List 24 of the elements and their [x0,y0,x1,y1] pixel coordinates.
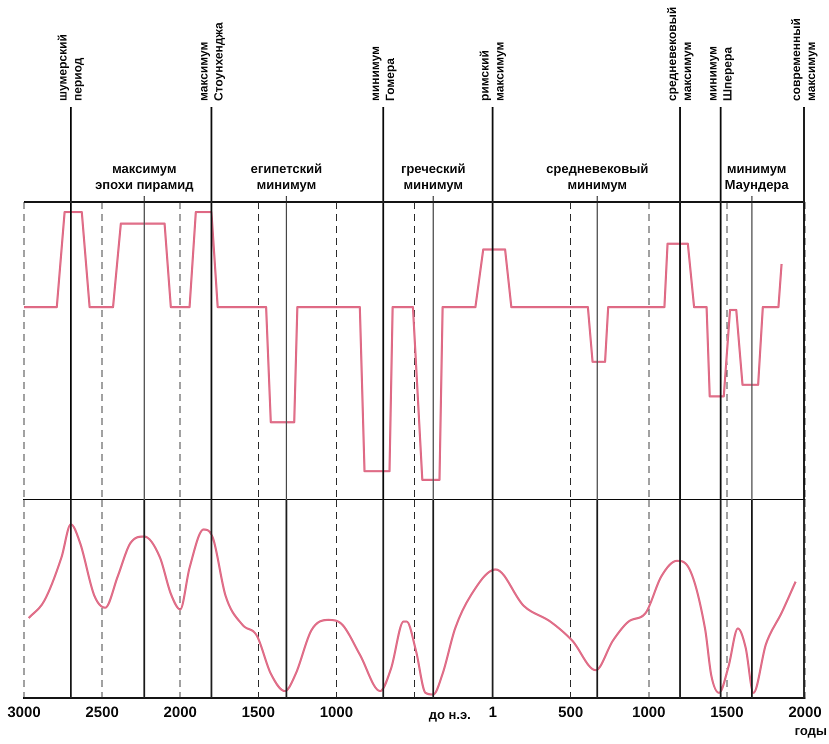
ref-line-label: греческий минимум [400,161,466,192]
x-tick-label: 2000 [788,704,822,722]
x-tick-label: 2500 [85,704,119,722]
x-tick-label: 3000 [7,704,41,722]
ref-line-label: средневековый максимум [664,6,694,101]
ref-line-label: минимум Шперера [705,46,734,101]
x-tick-label: 1000 [632,704,666,722]
x-tick-label: 1500 [242,704,275,722]
ref-line-label: римский максимум [477,41,506,101]
x-tick-label: 1 [488,704,497,722]
ref-line-label: максимум Стоунхенджа [196,22,226,101]
ref-line-label: минимум Маундера [724,161,790,192]
ref-line-label: шумерский период [56,34,85,101]
text: годы [794,723,827,738]
x-tick-label: 1500 [710,704,744,722]
text: до н.э. [428,707,471,722]
ref-line-label: египетский минимум [250,161,322,192]
x-tick-label: 1000 [320,704,354,722]
x-tick-label: 500 [558,704,584,722]
x-tick-label: 2000 [164,704,197,722]
ref-line-label: современный максимум [788,18,818,101]
ref-line-label: минимум Гомера [368,46,398,101]
ref-line-label: средневековый минимум [546,161,648,192]
ref-line-label: максимум эпохи пирамид [95,161,194,192]
